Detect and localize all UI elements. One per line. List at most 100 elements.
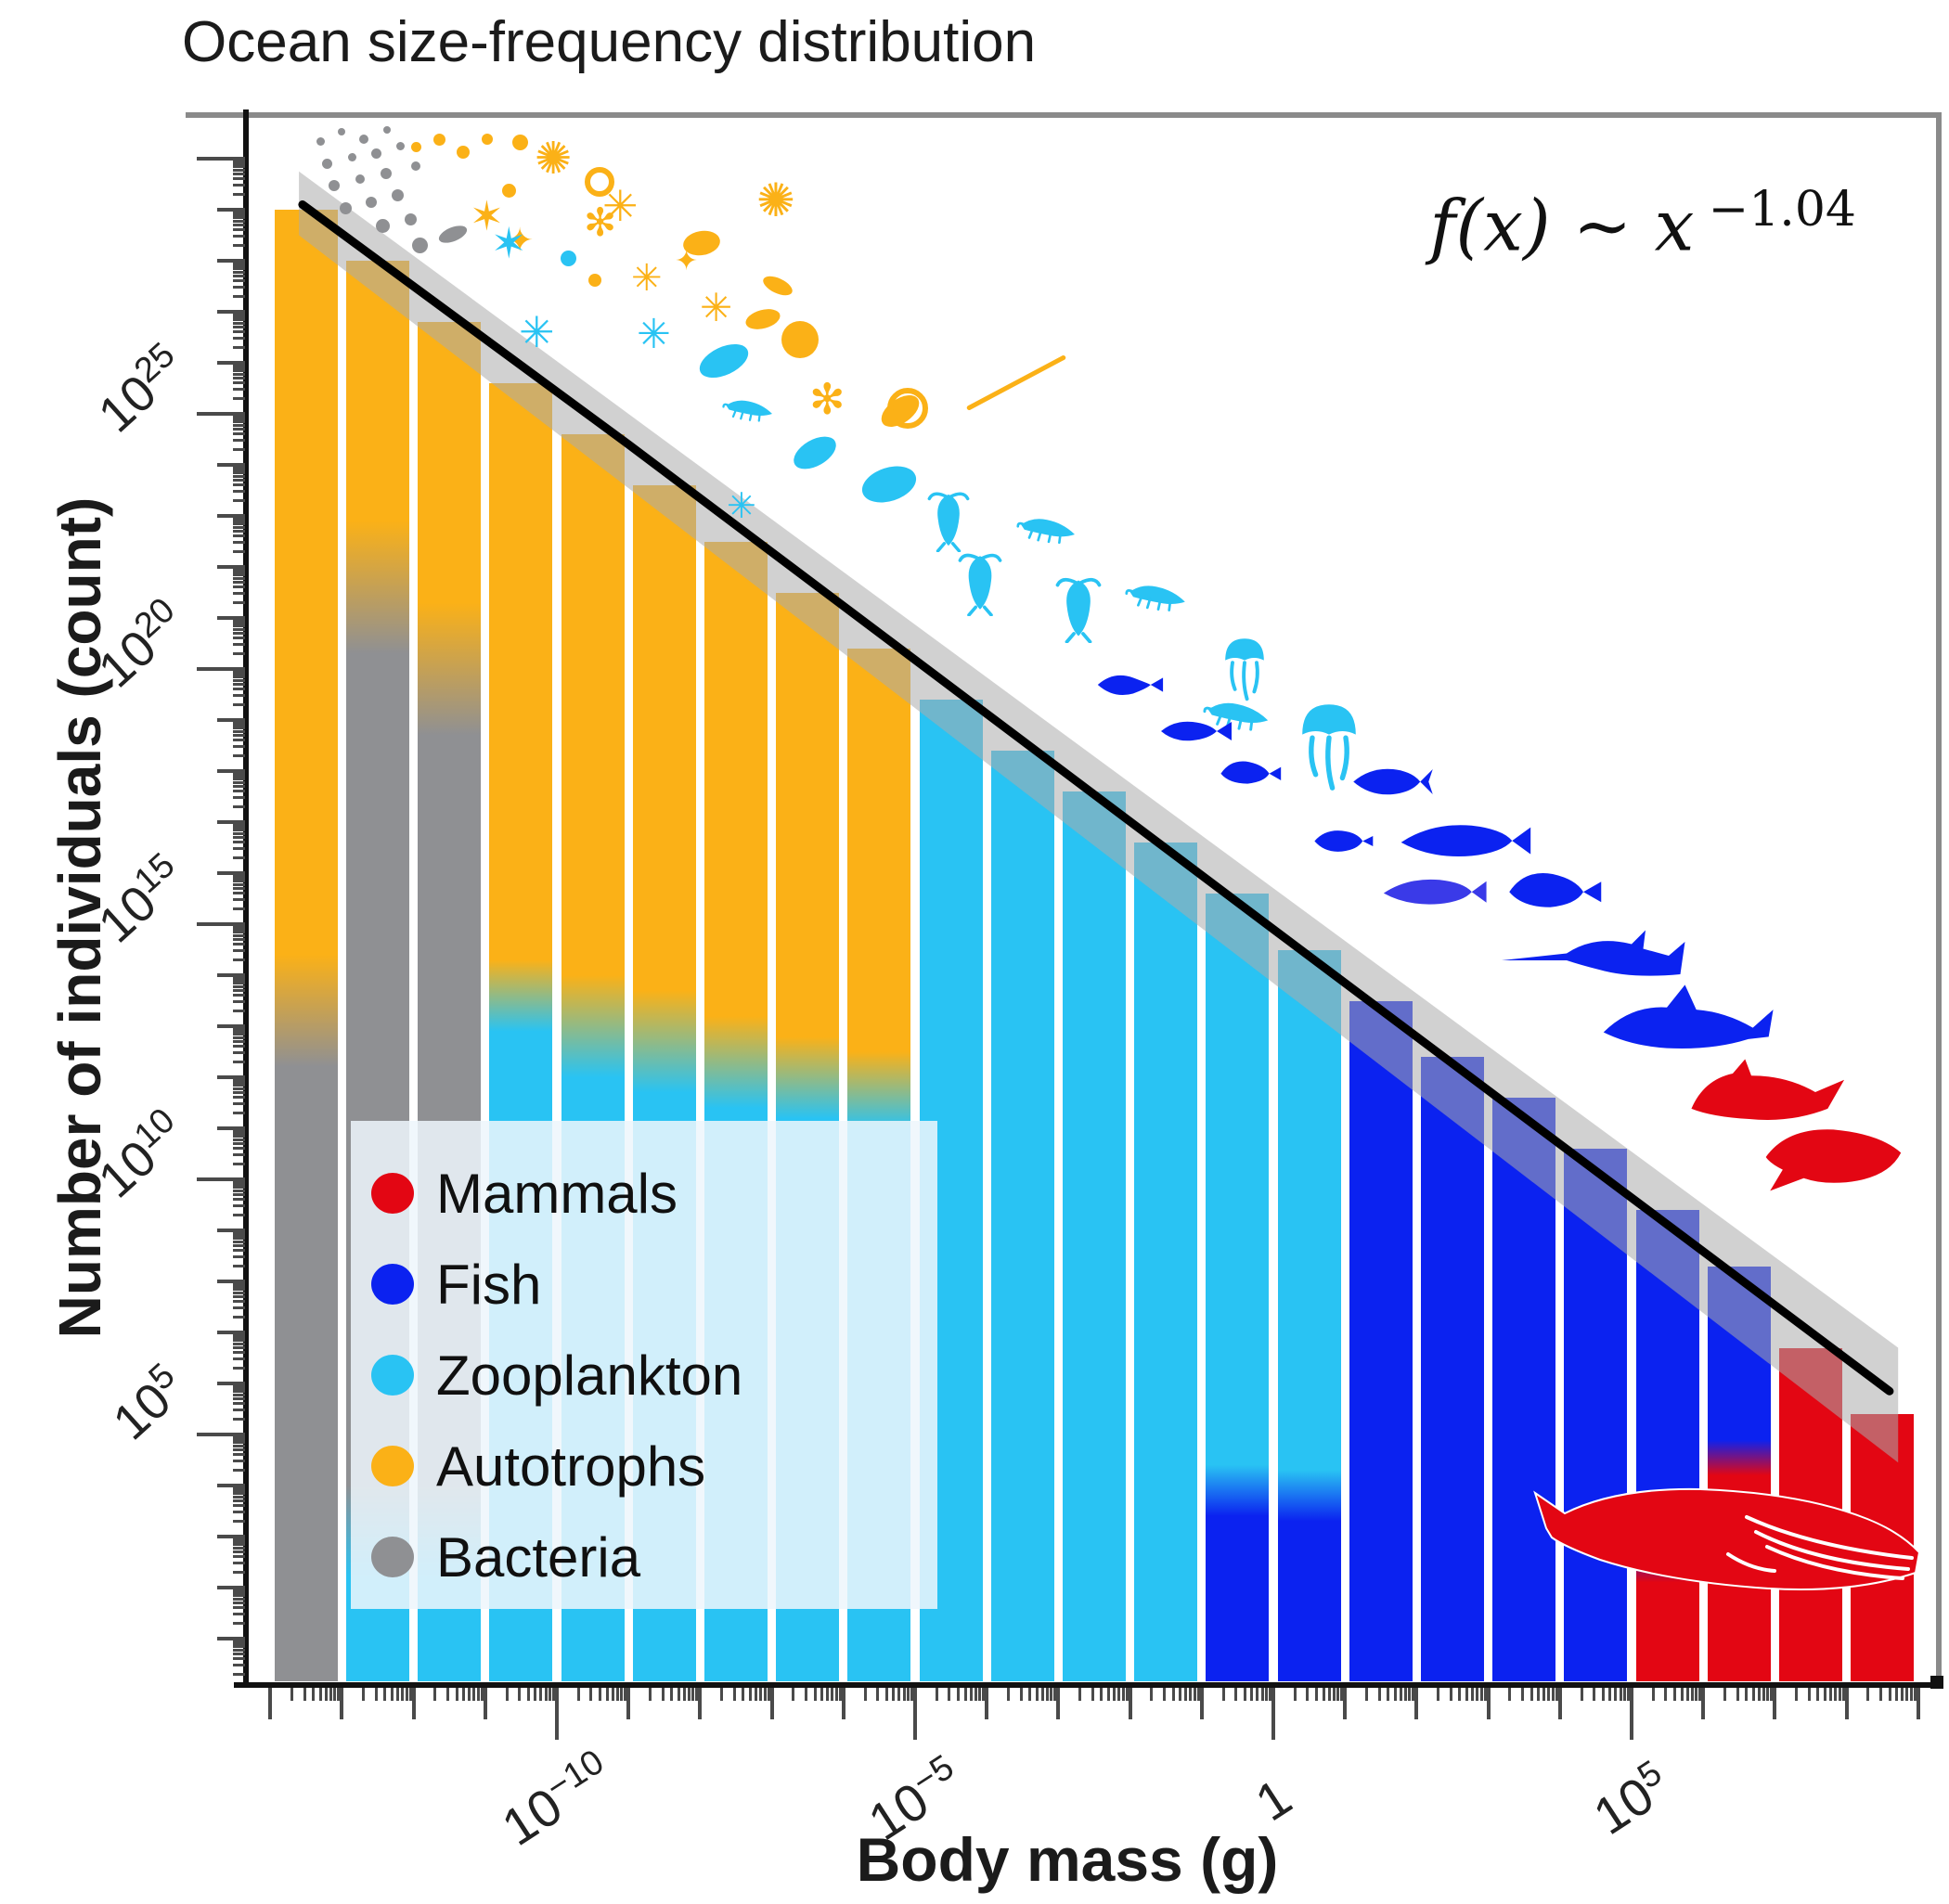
y-minor-tick — [233, 530, 245, 534]
x-tick-1e-6 — [841, 1688, 845, 1719]
x-minor-tick — [611, 1688, 614, 1701]
x-minor-tick — [324, 1688, 328, 1701]
x-minor-tick — [1364, 1688, 1368, 1701]
fit-equation: f(x) ~ x −1.04 — [1429, 182, 1856, 267]
radiolarian-sun-icon: ✺ — [756, 174, 795, 226]
x-minor-tick — [978, 1688, 982, 1701]
x-minor-tick — [1866, 1688, 1870, 1701]
y-minor-tick — [233, 702, 245, 706]
legend: Mammals Fish Zooplankton Autotrophs Bacteria — [351, 1121, 937, 1609]
y-minor-tick — [233, 688, 245, 691]
y-minor-tick — [233, 836, 245, 840]
x-minor-tick — [1614, 1688, 1618, 1701]
x-minor-tick — [518, 1688, 522, 1701]
y-minor-tick — [233, 1448, 245, 1452]
x-minor-tick — [1393, 1688, 1397, 1701]
x-minor-tick — [1680, 1688, 1684, 1701]
x-tick-1e-8 — [698, 1688, 703, 1719]
y-minor-tick — [233, 474, 245, 478]
y-minor-tick — [233, 519, 245, 522]
y-minor-tick — [233, 211, 245, 213]
x-minor-tick — [948, 1688, 951, 1701]
y-minor-tick — [233, 989, 245, 993]
x-minor-tick — [670, 1688, 674, 1701]
x-minor-tick — [1340, 1688, 1344, 1701]
y-tick-1e10 — [197, 1177, 245, 1181]
y-minor-tick — [233, 1111, 245, 1114]
y-minor-tick — [233, 235, 245, 238]
marlin-icon — [1502, 923, 1687, 992]
x-minor-tick — [544, 1688, 548, 1701]
snapper-icon — [1502, 864, 1604, 919]
y-minor-tick — [233, 1162, 245, 1165]
y-minor-tick — [233, 1255, 245, 1259]
y-minor-tick — [233, 192, 245, 196]
y-minor-tick — [233, 417, 245, 420]
x-tick-1e2 — [1414, 1688, 1419, 1719]
y-minor-tick — [233, 678, 245, 682]
y-minor-tick — [233, 212, 245, 216]
bar-1e3-1e4 — [1492, 1098, 1556, 1681]
x-tick-1e-10 — [555, 1688, 559, 1740]
y-minor-tick — [233, 585, 245, 589]
x-minor-tick — [1184, 1688, 1188, 1701]
x-tick-1e-5 — [913, 1688, 917, 1740]
x-minor-tick — [1751, 1688, 1755, 1701]
y-minor-tick — [233, 753, 245, 757]
phytoplankton-burst-icon: ✳ — [602, 182, 639, 230]
y-minor-tick — [233, 1153, 245, 1157]
x-minor-tick — [329, 1688, 332, 1701]
x-minor-tick — [1403, 1688, 1407, 1701]
diatom-flower-icon: ✻ — [584, 200, 617, 244]
x-minor-tick — [405, 1688, 408, 1701]
x-tick-1e6 — [1701, 1688, 1706, 1719]
y-minor-tick — [233, 447, 245, 451]
y-minor-tick — [233, 876, 245, 880]
y-axis-spine — [243, 109, 249, 1687]
x-minor-tick — [337, 1688, 341, 1701]
y-minor-tick — [233, 1346, 245, 1350]
x-minor-tick — [599, 1688, 601, 1701]
y-minor-tick — [233, 1147, 245, 1151]
ostracod-icon — [857, 459, 922, 509]
y-minor-tick — [233, 825, 245, 829]
x-minor-tick — [1106, 1688, 1110, 1701]
bar-1e2-1e3 — [1420, 1057, 1485, 1681]
x-minor-tick — [1537, 1688, 1541, 1701]
y-minor-tick — [233, 313, 245, 315]
x-minor-tick — [1736, 1688, 1739, 1701]
y-tick-1e16 — [217, 871, 245, 875]
x-minor-tick — [1040, 1688, 1044, 1701]
x-minor-tick — [526, 1688, 530, 1701]
x-minor-tick — [910, 1688, 913, 1701]
zooplankton-larva-icon — [560, 250, 576, 266]
diatom-boomerang-icon — [760, 272, 795, 300]
y-minor-tick — [233, 490, 245, 494]
y-minor-tick — [233, 1204, 245, 1208]
x-minor-tick — [408, 1688, 412, 1701]
phytoplankton-dot — [410, 141, 421, 152]
tuna-icon — [1351, 761, 1435, 806]
y-minor-tick — [233, 243, 245, 247]
x-minor-tick — [1006, 1688, 1010, 1701]
x-tick-1e-13 — [340, 1688, 344, 1719]
y-minor-tick — [233, 423, 245, 427]
y-minor-tick — [233, 517, 245, 520]
x-minor-tick — [589, 1688, 593, 1701]
x-minor-tick — [691, 1688, 695, 1701]
x-minor-tick — [1555, 1688, 1558, 1701]
y-minor-tick — [233, 468, 245, 471]
x-minor-tick — [813, 1688, 817, 1701]
y-minor-tick — [233, 549, 245, 553]
y-tick-1e14 — [217, 973, 245, 977]
bacteria-dot — [355, 174, 365, 184]
bacteria-dot — [329, 180, 340, 191]
y-tick-1e19 — [217, 718, 245, 722]
x-minor-tick — [902, 1688, 906, 1701]
y-tick-1e18 — [217, 769, 245, 773]
y-minor-tick — [233, 525, 245, 529]
x-minor-tick — [1673, 1688, 1676, 1701]
y-minor-tick — [233, 1315, 245, 1319]
y-minor-tick — [233, 1511, 245, 1514]
